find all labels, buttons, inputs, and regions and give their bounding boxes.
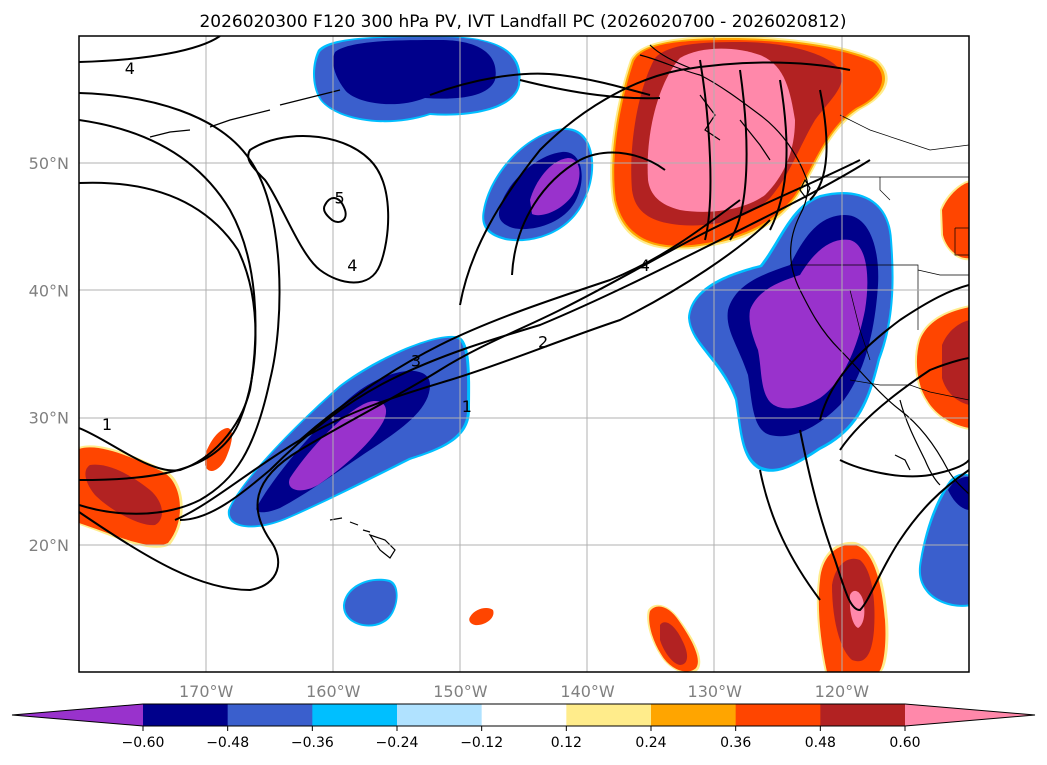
gridlines bbox=[79, 36, 969, 672]
lat-tick-label: 20°N bbox=[29, 536, 69, 555]
colorbar-label: 0.24 bbox=[635, 735, 666, 751]
map-title: 2026020300 F120 300 hPa PV, IVT Landfall… bbox=[199, 12, 846, 32]
colorbar-label: 0.36 bbox=[720, 735, 751, 751]
contour-label: 4 bbox=[347, 256, 357, 275]
colorbar: −0.60 −0.48 −0.36 −0.24 −0.12 0.12 0.24 0.36 0.4… bbox=[11, 703, 1036, 751]
colorbar-cell bbox=[481, 704, 567, 726]
lon-tick-label: 130°W bbox=[688, 682, 743, 701]
contour-label: 4 bbox=[125, 59, 135, 78]
lat-tick-label: 30°N bbox=[29, 409, 69, 428]
colorbar-cell bbox=[735, 704, 821, 726]
colorbar-extend-min bbox=[12, 704, 143, 726]
colorbar-label: 0.60 bbox=[889, 735, 920, 751]
pv-contours bbox=[79, 36, 969, 612]
colorbar-label: −0.24 bbox=[376, 735, 419, 751]
colorbar-cell bbox=[312, 704, 398, 726]
colorbar-label: −0.60 bbox=[122, 735, 165, 751]
colorbar-cell bbox=[397, 704, 483, 726]
lon-tick-label: 170°W bbox=[179, 682, 234, 701]
lat-tick-label: 40°N bbox=[29, 281, 69, 300]
positive-anomaly-shading bbox=[79, 36, 969, 672]
lon-tick-label: 120°W bbox=[815, 682, 870, 701]
lon-tick-label: 140°W bbox=[560, 682, 615, 701]
colorbar-label: 0.12 bbox=[551, 735, 582, 751]
contour-label: 1 bbox=[102, 415, 112, 434]
colorbar-cell bbox=[566, 704, 652, 726]
contour-label: 4 bbox=[640, 256, 650, 275]
contour-labels: 4 5 4 4 2 3 1 1 bbox=[102, 59, 650, 434]
contour-label: 5 bbox=[335, 189, 345, 208]
colorbar-cell bbox=[227, 704, 313, 726]
axis-tick-labels: 170°W 160°W 150°W 140°W 130°W 120°W 20°N 30°N 40… bbox=[29, 154, 870, 701]
lon-tick-label: 160°W bbox=[306, 682, 361, 701]
contour-label: 1 bbox=[462, 397, 472, 416]
coastlines bbox=[149, 44, 969, 559]
lat-tick-label: 50°N bbox=[29, 154, 69, 173]
contour-label: 3 bbox=[411, 351, 421, 370]
colorbar-label: −0.48 bbox=[206, 735, 249, 751]
colorbar-extend-max bbox=[905, 704, 1035, 726]
colorbar-label: −0.12 bbox=[460, 735, 503, 751]
map-area: 4 5 4 4 2 3 1 1 bbox=[78, 35, 970, 673]
colorbar-label: 0.48 bbox=[805, 735, 836, 751]
colorbar-label: −0.36 bbox=[291, 735, 334, 751]
lon-tick-label: 150°W bbox=[433, 682, 488, 701]
contour-label: 2 bbox=[538, 332, 548, 351]
colorbar-cell bbox=[651, 704, 737, 726]
colorbar-cell bbox=[143, 704, 229, 726]
colorbar-cell bbox=[820, 704, 906, 726]
map-frame bbox=[78, 35, 970, 673]
